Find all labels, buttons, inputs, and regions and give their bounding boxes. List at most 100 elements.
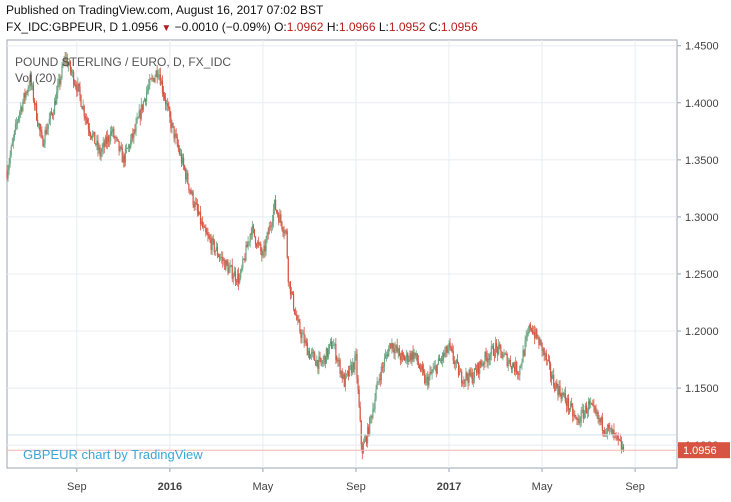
close-value: 1.0956 xyxy=(440,20,478,34)
candle-body xyxy=(213,240,215,253)
candle-body xyxy=(579,422,581,424)
candle-body xyxy=(193,204,195,208)
candle-body xyxy=(463,379,465,384)
candle-body xyxy=(563,393,565,396)
candle-body xyxy=(540,339,542,343)
candle-body xyxy=(233,271,235,277)
candle-body xyxy=(426,376,428,380)
high-value: 1.0966 xyxy=(338,20,376,34)
candle-body xyxy=(170,116,172,129)
candle-body xyxy=(294,309,296,314)
candle-body xyxy=(460,371,462,373)
candle-body xyxy=(203,226,205,228)
down-triangle-icon: ▼ xyxy=(161,23,172,34)
candle-body xyxy=(528,324,530,332)
candle-body xyxy=(443,353,445,357)
candle-body xyxy=(279,214,281,223)
candle-body xyxy=(481,364,483,366)
candle-body xyxy=(410,353,412,361)
candle-body xyxy=(114,137,116,139)
candle-body xyxy=(445,346,447,353)
candle-body xyxy=(49,112,51,120)
candle-body xyxy=(136,118,138,123)
candle-body xyxy=(320,358,322,364)
candle-body xyxy=(96,140,98,145)
candle-body xyxy=(77,83,79,92)
candle-body xyxy=(153,78,155,83)
candle-body xyxy=(478,363,480,374)
candle-body xyxy=(384,355,387,359)
candle-body xyxy=(27,88,29,93)
candle-body xyxy=(237,273,240,284)
candle-body xyxy=(57,84,59,92)
x-tick-label: May xyxy=(532,481,553,493)
candle-body xyxy=(68,61,70,65)
candle-body xyxy=(430,371,432,374)
candle-body xyxy=(141,104,143,111)
x-tick-label: 2016 xyxy=(158,481,182,493)
candle-body xyxy=(449,342,451,347)
candle-body xyxy=(501,351,503,359)
candle-body xyxy=(251,225,253,235)
candle-body xyxy=(603,430,606,434)
candle-body xyxy=(273,199,276,210)
candle-body xyxy=(71,71,74,73)
candle-body xyxy=(11,142,13,147)
candle-body xyxy=(42,137,44,147)
candle-body xyxy=(95,143,97,145)
candle-body xyxy=(48,119,50,125)
candle-body xyxy=(194,202,196,208)
candle-body xyxy=(452,351,454,361)
candle-body xyxy=(357,378,359,390)
candle-body xyxy=(441,359,443,361)
candle-body xyxy=(556,382,558,387)
candle-body xyxy=(587,400,590,411)
candle-body xyxy=(113,128,115,138)
candle-body xyxy=(216,247,219,256)
candle-body xyxy=(243,258,245,260)
candle-body xyxy=(336,359,338,361)
candle-body xyxy=(333,345,335,347)
candle-body xyxy=(259,243,261,245)
candle-body xyxy=(346,371,349,374)
candle-body xyxy=(152,77,154,79)
candle-body xyxy=(171,122,173,129)
candle-body xyxy=(482,363,484,366)
candle-body xyxy=(352,362,354,374)
last-price: 1.0956 xyxy=(121,20,159,34)
candle-body xyxy=(491,345,493,347)
candle-body xyxy=(24,93,26,98)
candle-body xyxy=(597,412,599,420)
candle-body xyxy=(46,128,48,134)
candle-body xyxy=(454,362,456,365)
candle-body xyxy=(327,348,330,357)
candle-body xyxy=(242,259,244,268)
candle-body xyxy=(397,348,399,352)
candle-body xyxy=(40,130,42,132)
candle-body xyxy=(604,432,607,434)
candle-body xyxy=(499,344,501,346)
candle-body xyxy=(513,366,516,372)
candle-body xyxy=(215,247,217,251)
candle-body xyxy=(139,110,141,119)
candle-body xyxy=(439,359,442,361)
candle-body xyxy=(81,106,83,110)
candle-body xyxy=(590,403,592,405)
candle-body xyxy=(225,260,227,270)
candle-body xyxy=(456,360,459,363)
candle-body xyxy=(374,399,376,409)
candle-body xyxy=(545,353,547,361)
candle-body xyxy=(610,427,612,429)
candle-body xyxy=(56,91,58,105)
candle-body xyxy=(39,123,41,131)
candle-body xyxy=(217,255,220,257)
candle-body xyxy=(568,409,571,411)
candle-body xyxy=(18,116,20,122)
candle-body xyxy=(567,398,570,410)
candle-body xyxy=(515,362,517,372)
candle-body xyxy=(427,376,429,386)
candle-body xyxy=(298,319,300,322)
candle-body xyxy=(263,245,265,253)
candle-body xyxy=(267,232,269,235)
